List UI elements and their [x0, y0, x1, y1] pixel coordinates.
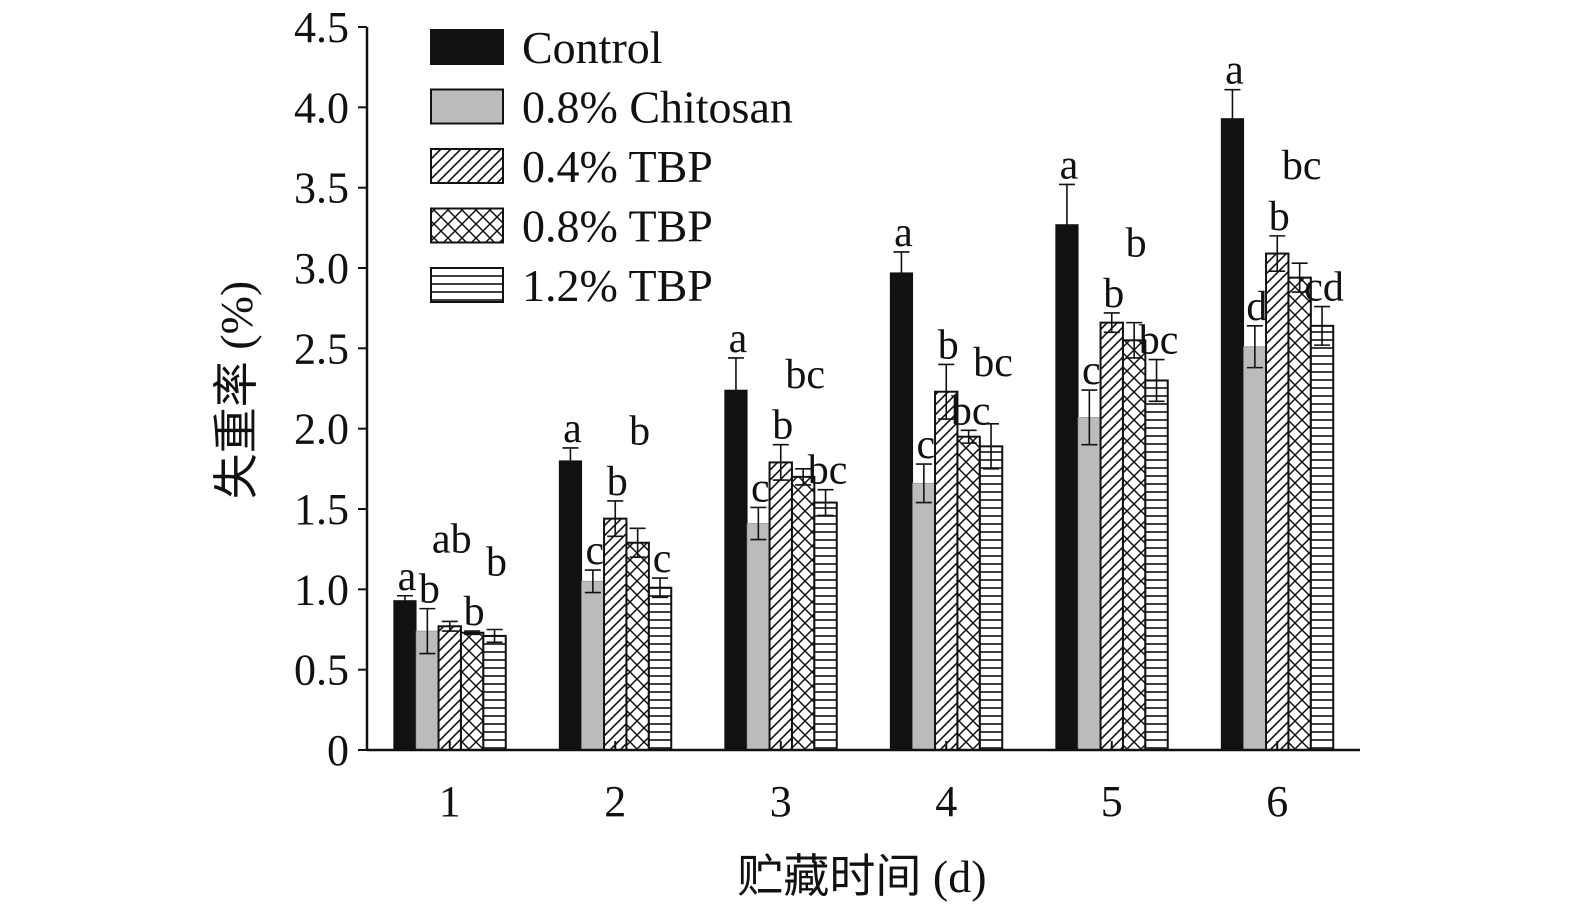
x-axis-label: 贮藏时间 (d) [737, 851, 986, 902]
bar [724, 389, 748, 751]
bar [437, 625, 462, 752]
significance-label: b [607, 459, 628, 505]
significance-label: a [894, 210, 913, 256]
legend-label: Control [522, 22, 663, 73]
significance-label: b [486, 540, 507, 586]
y-tick-label: 2.0 [294, 405, 349, 454]
significance-label: d [1246, 284, 1267, 330]
bar [393, 600, 417, 751]
legend-swatch [430, 207, 504, 244]
bar [746, 523, 770, 751]
bar [459, 631, 485, 751]
bar [1144, 379, 1169, 751]
legend-swatch [430, 267, 504, 303]
bar [603, 517, 628, 752]
legend-label: 0.8% TBP [522, 201, 713, 252]
significance-label: b [419, 567, 440, 613]
significance-label: c [586, 528, 605, 574]
x-tick-label: 4 [935, 777, 957, 826]
significance-label: a [1060, 142, 1079, 188]
significance-label: bc [1139, 318, 1179, 364]
bar [581, 580, 605, 751]
legend: Control 0.8% Chitosan 0.4% TBP 0.8% TBP 1.2%… [430, 22, 793, 311]
significance-label: b [464, 589, 485, 635]
significance-label: c [653, 536, 672, 582]
legend-swatch [430, 29, 504, 65]
significance-label: bc [785, 352, 825, 398]
legend-swatch [430, 88, 504, 125]
significance-label: b [1269, 194, 1290, 240]
bar [558, 460, 583, 751]
legend-label: 0.8% Chitosan [522, 82, 793, 133]
significance-label: b [629, 408, 650, 454]
significance-label: a [1225, 48, 1244, 94]
x-tick-label: 1 [439, 777, 461, 826]
significance-label: cd [1304, 265, 1344, 311]
bar [768, 461, 793, 751]
significance-label: bc [808, 448, 848, 494]
significance-label: bc [1282, 143, 1322, 189]
significance-label: b [938, 322, 959, 368]
x-tick-label: 5 [1101, 777, 1123, 826]
bar [889, 272, 914, 751]
x-tick-label: 6 [1266, 777, 1288, 826]
bar [1077, 417, 1101, 751]
significance-label: b [1126, 221, 1147, 267]
significance-label: a [398, 554, 417, 600]
bar [647, 586, 673, 752]
bar [1121, 339, 1147, 751]
bar [625, 541, 650, 751]
significance-label: bc [951, 388, 991, 434]
significance-label: b [772, 403, 793, 449]
significance-label: c [751, 465, 770, 511]
bar [1099, 321, 1124, 751]
bar [956, 435, 981, 751]
bar [1055, 224, 1079, 751]
y-tick-label: 3.5 [294, 164, 349, 213]
axes: 0 0.5 1.0 1.5 2.0 2.5 3.0 3.5 4.0 4.5 1 2 3 4 5 6 [294, 3, 1360, 826]
bar [813, 501, 838, 751]
y-tick-label: 3.0 [294, 244, 349, 293]
legend-label: 1.2% TBP [522, 260, 713, 311]
y-tick-label: 0.5 [294, 646, 349, 695]
x-tick-label: 3 [770, 777, 792, 826]
significance-label: b [1103, 271, 1124, 317]
y-tick-label: 1.5 [294, 485, 349, 534]
significance-label: ab [432, 516, 472, 562]
bar [1287, 276, 1312, 751]
significance-label: a [729, 316, 748, 362]
bar [934, 390, 959, 751]
legend-swatch [430, 148, 504, 184]
significance-label: bc [973, 340, 1013, 386]
bar [1265, 252, 1290, 751]
y-tick-label: 4.5 [294, 3, 349, 52]
bar [482, 634, 507, 752]
bar [978, 445, 1004, 751]
x-tick-label: 2 [604, 777, 626, 826]
y-tick-label: 0 [327, 726, 349, 775]
bar [912, 482, 936, 751]
significance-label: c [1082, 348, 1101, 394]
bar [1220, 118, 1245, 751]
significance-label: c [917, 422, 936, 468]
bar [1309, 324, 1335, 751]
y-axis-label: 失重率 (%) [211, 281, 262, 499]
y-tick-label: 1.0 [294, 565, 349, 614]
bar [1243, 346, 1267, 751]
significance-label: a [563, 406, 582, 452]
legend-label: 0.4% TBP [522, 141, 713, 192]
bar [790, 475, 816, 751]
y-tick-label: 2.5 [294, 324, 349, 373]
y-tick-label: 4.0 [294, 83, 349, 132]
